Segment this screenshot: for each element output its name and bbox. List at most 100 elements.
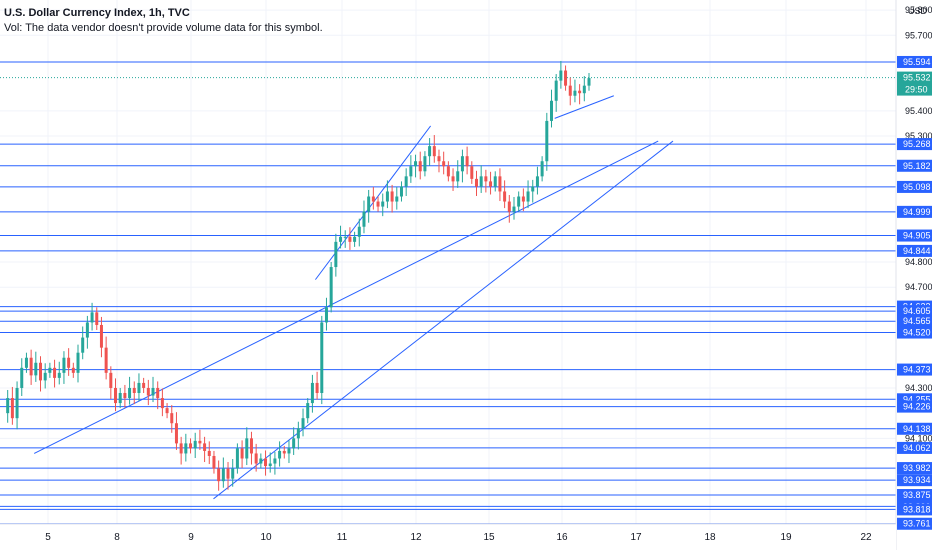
candle-body[interactable] [193, 440, 197, 449]
candle-body[interactable] [329, 267, 333, 308]
candle-body[interactable] [189, 443, 193, 449]
candle-body[interactable] [353, 236, 357, 242]
level-price-tag[interactable] [897, 462, 932, 475]
candle-body[interactable] [132, 387, 136, 393]
candle-body[interactable] [76, 352, 80, 373]
candle-body[interactable] [95, 312, 99, 325]
candle-body[interactable] [221, 468, 225, 482]
candle-body[interactable] [99, 324, 103, 348]
candle-body[interactable] [484, 176, 488, 182]
level-price-tag[interactable] [897, 180, 932, 193]
candle-body[interactable] [409, 166, 413, 177]
candle-body[interactable] [582, 85, 586, 94]
candle-body[interactable] [324, 307, 328, 323]
candle-body[interactable] [156, 387, 160, 399]
candle-body[interactable] [245, 438, 249, 459]
candle-body[interactable] [428, 146, 432, 157]
level-price-tag[interactable] [897, 422, 932, 435]
candle-body[interactable] [498, 176, 502, 192]
candle-body[interactable] [118, 393, 122, 404]
level-price-tag[interactable] [897, 363, 932, 376]
candle-body[interactable] [235, 448, 239, 469]
candle-body[interactable] [503, 191, 507, 202]
candle-body[interactable] [559, 70, 563, 81]
candle-body[interactable] [34, 362, 38, 376]
candle-body[interactable] [264, 458, 268, 467]
candle-body[interactable] [474, 178, 478, 187]
candle-body[interactable] [57, 372, 61, 378]
candle-body[interactable] [268, 463, 272, 467]
level-price-tag[interactable] [897, 315, 932, 328]
level-price-tag[interactable] [897, 489, 932, 502]
candle-body[interactable] [296, 428, 300, 439]
candle-body[interactable] [423, 156, 427, 172]
candle-body[interactable] [128, 387, 132, 399]
candle-body[interactable] [207, 450, 211, 456]
candle-body[interactable] [24, 357, 28, 368]
candle-body[interactable] [39, 362, 43, 381]
candle-body[interactable] [104, 347, 108, 373]
candle-body[interactable] [479, 176, 483, 187]
candle-body[interactable] [146, 387, 150, 396]
candle-body[interactable] [395, 196, 399, 202]
candle-body[interactable] [549, 100, 553, 121]
candle-body[interactable] [587, 78, 591, 86]
candle-body[interactable] [85, 322, 89, 338]
candle-body[interactable] [212, 455, 216, 469]
candle-body[interactable] [315, 382, 319, 393]
level-price-tag[interactable] [897, 517, 932, 530]
candle-body[interactable] [217, 468, 221, 482]
candle-body[interactable] [390, 191, 394, 202]
candle-body[interactable] [362, 211, 366, 227]
candle-body[interactable] [71, 367, 75, 373]
candle-body[interactable] [292, 438, 296, 449]
candle-body[interactable] [442, 161, 446, 167]
candle-body[interactable] [376, 201, 380, 207]
candle-body[interactable] [578, 90, 582, 94]
candle-body[interactable] [306, 403, 310, 419]
candle-body[interactable] [198, 440, 202, 444]
candle-body[interactable] [53, 367, 57, 378]
candle-body[interactable] [240, 448, 244, 459]
candle-body[interactable] [339, 236, 343, 242]
candle-body[interactable] [259, 458, 263, 464]
candle-body[interactable] [15, 387, 19, 419]
level-price-tag[interactable] [897, 326, 932, 339]
candle-body[interactable] [20, 367, 24, 388]
candle-body[interactable] [10, 398, 14, 419]
candle-body[interactable] [109, 372, 113, 388]
level-price-tag[interactable] [897, 400, 932, 413]
candle-body[interactable] [540, 161, 544, 177]
candle-body[interactable] [114, 387, 118, 404]
candle-body[interactable] [521, 196, 525, 202]
level-price-tag[interactable] [897, 441, 932, 454]
candle-body[interactable] [399, 186, 403, 197]
level-price-tag[interactable] [897, 474, 932, 487]
candle-body[interactable] [184, 443, 188, 454]
candle-body[interactable] [310, 382, 314, 404]
candle-body[interactable] [470, 166, 474, 179]
candle-body[interactable] [418, 161, 422, 172]
candle-body[interactable] [493, 176, 497, 187]
candle-body[interactable] [43, 372, 47, 381]
candle-body[interactable] [357, 226, 361, 237]
level-price-tag[interactable] [897, 205, 932, 218]
candle-body[interactable] [137, 382, 141, 393]
candle-body[interactable] [554, 80, 558, 101]
candle-body[interactable] [282, 450, 286, 454]
candle-body[interactable] [278, 450, 282, 459]
candle-body[interactable] [437, 156, 441, 162]
candle-body[interactable] [465, 156, 469, 167]
candle-body[interactable] [564, 70, 568, 86]
candle-body[interactable] [432, 146, 436, 157]
candle-body[interactable] [531, 186, 535, 192]
candle-body[interactable] [254, 453, 258, 464]
candle-body[interactable] [151, 387, 155, 396]
candle-body[interactable] [460, 156, 464, 172]
candle-body[interactable] [512, 206, 516, 212]
candle-body[interactable] [446, 166, 450, 177]
level-price-tag[interactable] [897, 244, 932, 257]
candle-body[interactable] [535, 176, 539, 187]
candle-body[interactable] [231, 468, 235, 479]
